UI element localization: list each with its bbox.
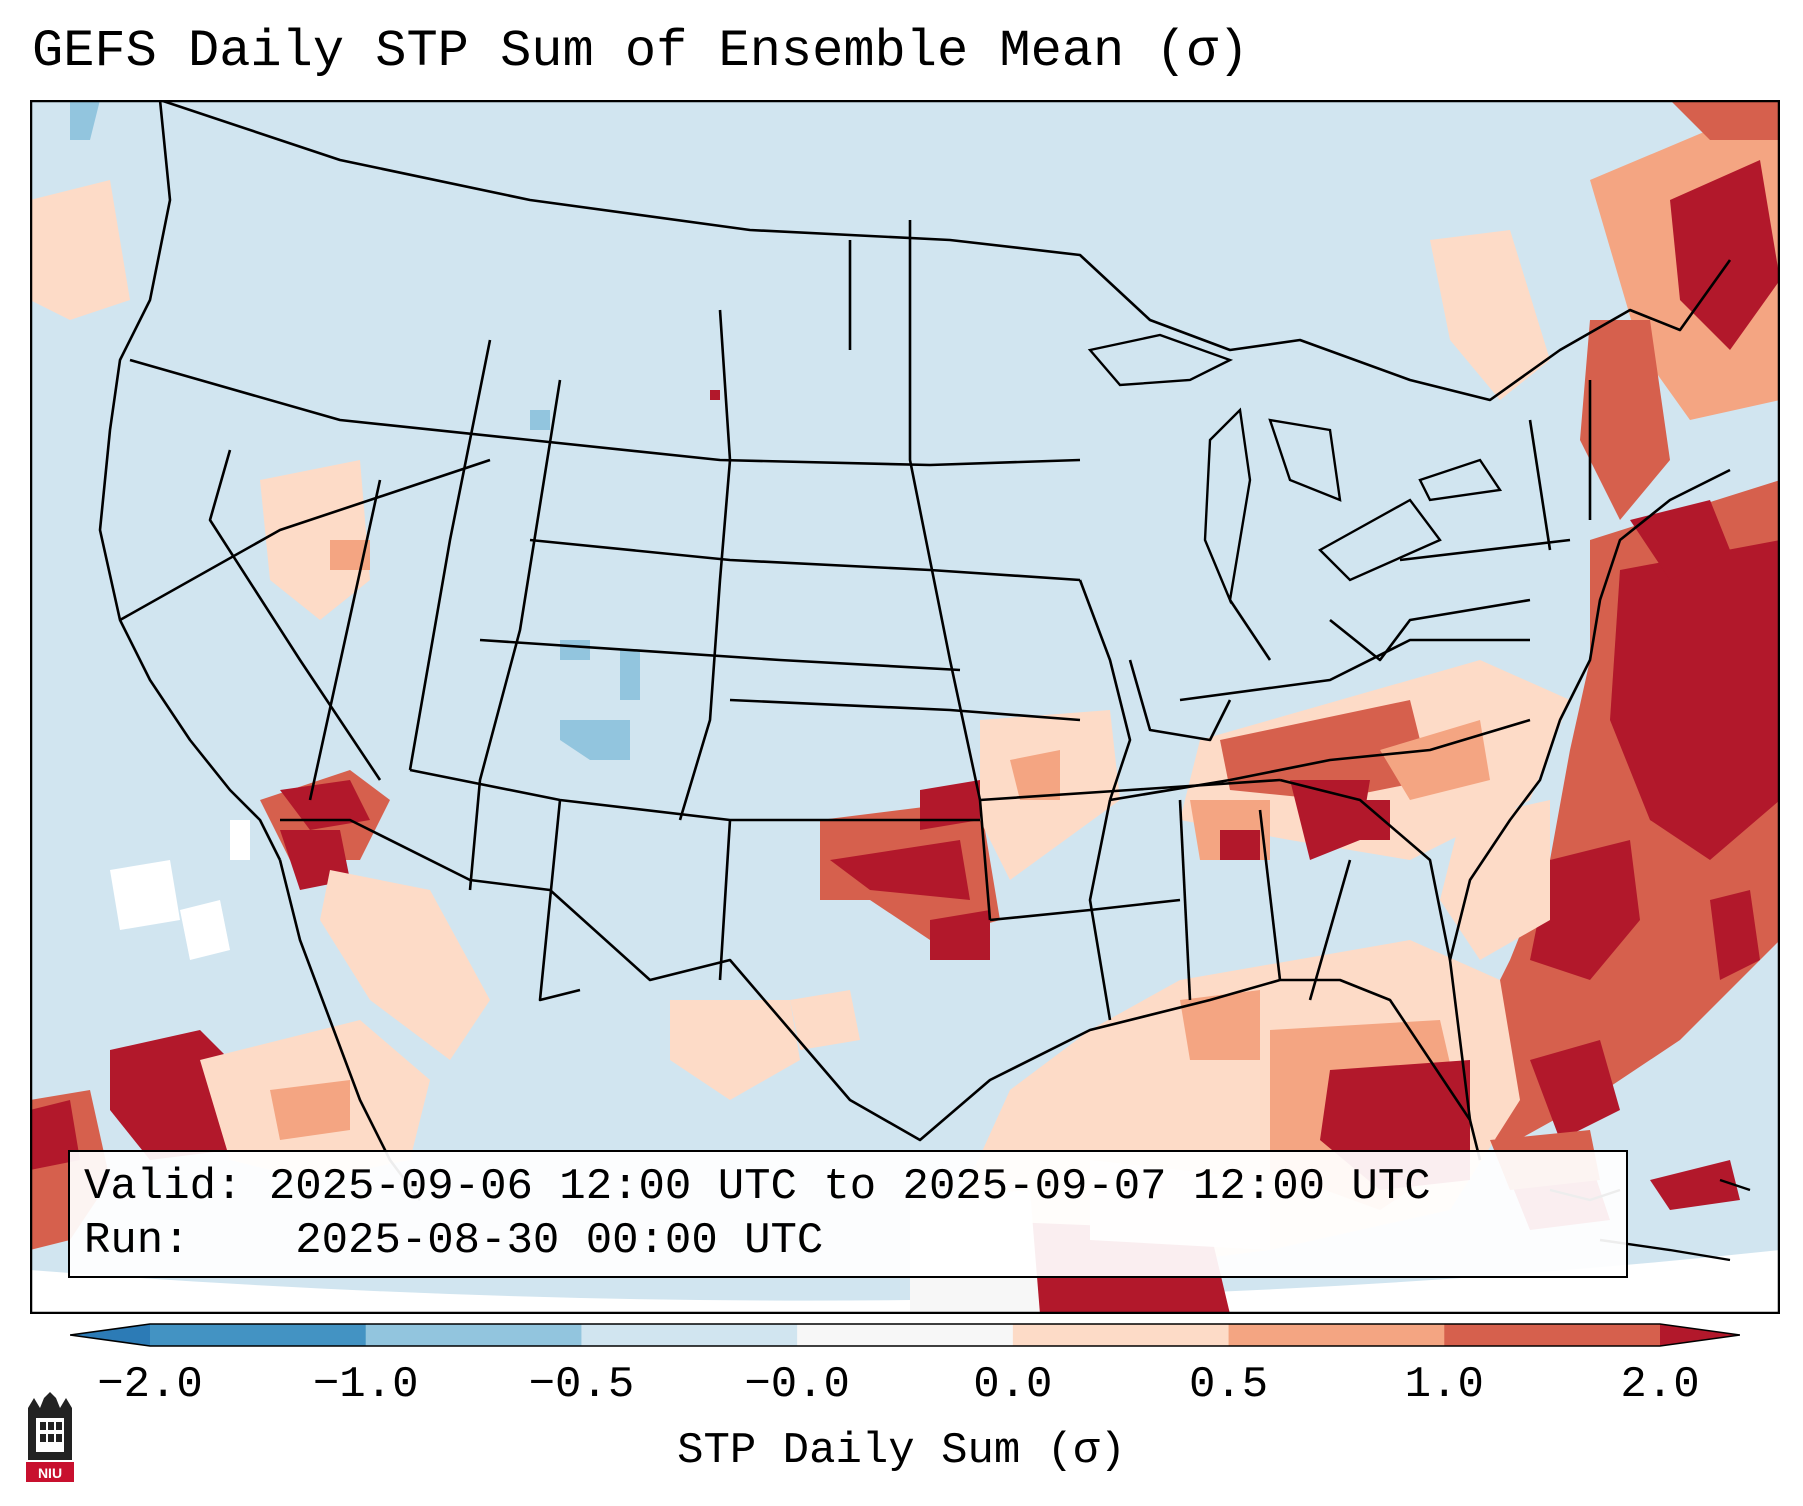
- colorbar-segment: [365, 1324, 582, 1346]
- colorbar-tick-label: −0.0: [744, 1360, 850, 1410]
- colorbar-tick-label: −1.0: [312, 1360, 419, 1410]
- stp-anomaly-pacific: [30, 100, 430, 1250]
- stp-anomaly-northeast: [1430, 100, 1780, 520]
- colorbar-tick-label: 0.0: [973, 1360, 1053, 1410]
- run-value: 2025-08-30 00:00 UTC: [295, 1216, 824, 1266]
- map-frame: [30, 100, 1780, 1314]
- niu-logo: NIU: [26, 1392, 74, 1482]
- state-boundaries: [98, 100, 1732, 1201]
- run-label: Run:: [84, 1216, 190, 1266]
- valid-label: Valid:: [84, 1162, 243, 1212]
- great-lakes: [1087, 333, 1503, 605]
- page-title: GEFS Daily STP Sum of Ensemble Mean (σ): [32, 22, 1249, 81]
- colorbar-tick-label: 2.0: [1620, 1360, 1700, 1410]
- niu-logo-text: NIU: [38, 1465, 62, 1481]
- map-panel: [30, 100, 1780, 1314]
- colorbar-segment: [581, 1324, 798, 1346]
- valid-value: 2025-09-06 12:00 UTC to 2025-09-07 12:00…: [268, 1162, 1431, 1212]
- colorbar-segment: [797, 1324, 1014, 1346]
- colorbar-label: STP Daily Sum (σ): [677, 1426, 1126, 1476]
- stp-anomaly-plains: [670, 710, 1120, 1100]
- colorbar-segment: [1444, 1324, 1661, 1346]
- projection-edge: [30, 1250, 1780, 1314]
- valid-run-box: Valid: 2025-09-06 12:00 UTC to 2025-09-0…: [68, 1150, 1628, 1278]
- colorbar-segment: [150, 1324, 367, 1346]
- colorbar-segment: [1228, 1324, 1445, 1346]
- colorbar-tick-label: 0.5: [1188, 1360, 1269, 1410]
- stp-anomaly-colorado: [530, 390, 720, 760]
- colorbar-tick-label: −2.0: [97, 1360, 203, 1410]
- colorbar-extend-high: [1660, 1324, 1740, 1346]
- colorbar-tick-label: 1.0: [1404, 1360, 1484, 1410]
- colorbar-extend-low: [70, 1324, 150, 1346]
- colorbar-outline: [70, 1323, 1740, 1347]
- colorbar-tick-label: −0.5: [528, 1360, 635, 1410]
- stp-anomaly-southwest: [260, 460, 490, 1060]
- colorbar-segment: [1012, 1324, 1230, 1346]
- colorbar: [70, 1323, 1740, 1347]
